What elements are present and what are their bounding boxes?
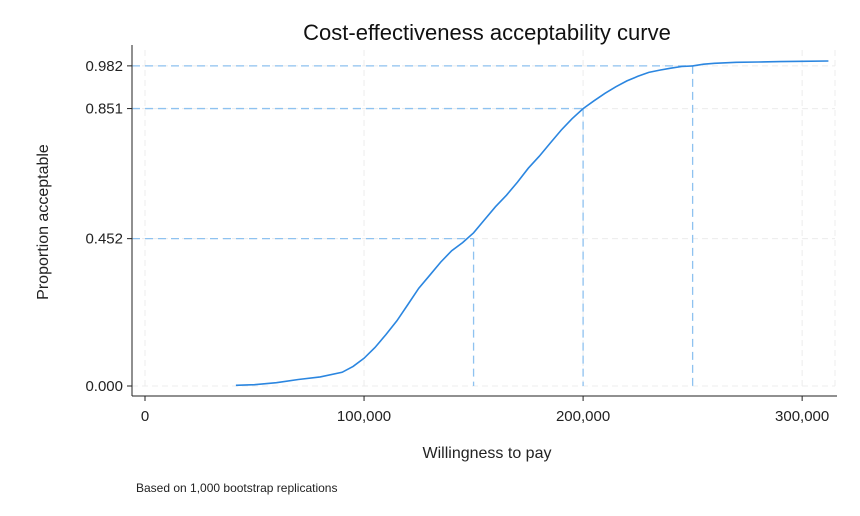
x-axis-label: Willingness to pay — [423, 445, 552, 462]
y-tick-label: 0.982 — [85, 58, 123, 75]
y-ticks: 0.000 0.452 0.851 0.982 — [85, 58, 132, 395]
gridlines — [132, 50, 836, 388]
y-axis-label: Proportion acceptable — [35, 144, 52, 300]
x-tick-label: 100,000 — [337, 408, 391, 425]
acceptability-curve — [235, 60, 829, 387]
x-ticks: 0 100,000 200,000 300,000 — [141, 396, 829, 425]
y-tick-label: 0.452 — [85, 231, 123, 248]
x-tick-label: 300,000 — [775, 408, 829, 425]
chart-title: Cost-effectiveness acceptability curve — [303, 20, 671, 45]
x-tick-label: 0 — [141, 408, 149, 425]
y-tick-label: 0.851 — [85, 101, 123, 118]
x-tick-label: 200,000 — [556, 408, 610, 425]
y-tick-label: 0.000 — [85, 378, 123, 395]
reference-lines — [132, 65, 694, 386]
chart-note: Based on 1,000 bootstrap replications — [136, 481, 337, 495]
